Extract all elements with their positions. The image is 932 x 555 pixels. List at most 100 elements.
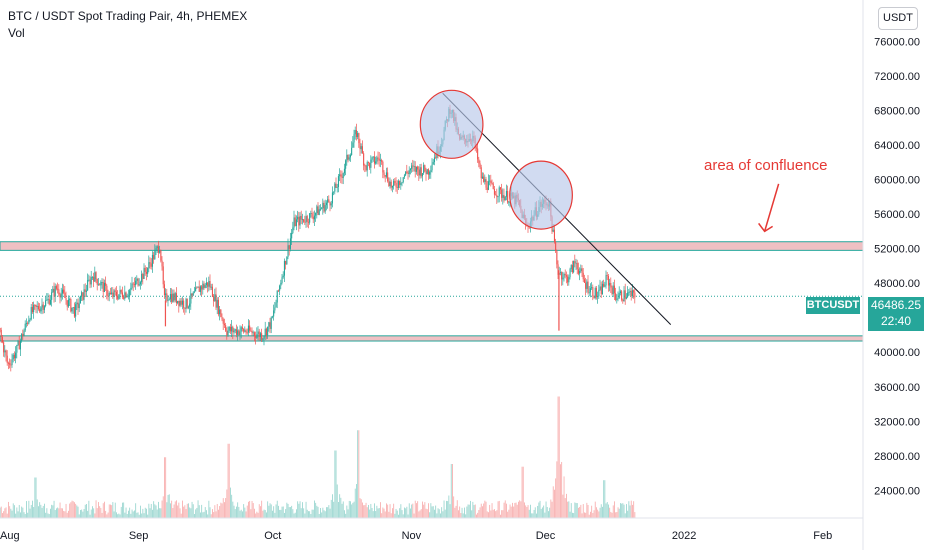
volume-bar <box>117 514 118 518</box>
candle-body <box>562 278 563 280</box>
candle-body <box>84 289 85 300</box>
candle-body <box>410 169 411 170</box>
candle-body <box>292 228 293 233</box>
candle-body <box>241 327 242 331</box>
candle-body <box>188 307 189 308</box>
x-tick-label: Feb <box>813 530 832 542</box>
volume-bar <box>14 505 15 518</box>
volume-bar <box>463 513 464 518</box>
volume-bar <box>481 504 482 518</box>
volume-bar <box>406 507 407 518</box>
volume-bar <box>531 513 532 518</box>
candle-body <box>380 160 381 161</box>
volume-bar <box>404 508 405 518</box>
arrow-shaft <box>765 184 779 231</box>
volume-bar <box>470 501 471 518</box>
volume-bar <box>33 507 34 518</box>
volume-bar <box>182 501 183 518</box>
candle-body <box>247 332 248 333</box>
volume-bar <box>333 502 334 518</box>
volume-bar <box>192 502 193 518</box>
volume-bar <box>544 513 545 518</box>
candle-body <box>477 148 478 159</box>
candle-body <box>573 261 574 272</box>
candle-body <box>51 292 52 300</box>
volume-bar <box>270 503 271 518</box>
volume-bar <box>381 513 382 518</box>
volume-bar <box>124 513 125 518</box>
y-tick-label: 68000.00 <box>874 106 920 118</box>
sr-zone <box>0 242 863 251</box>
volume-bar <box>307 510 308 518</box>
candle-body <box>74 307 75 316</box>
volume-bar <box>438 508 439 518</box>
volume-bar <box>230 488 231 518</box>
currency-unit-button[interactable]: USDT <box>878 7 918 30</box>
volume-bar <box>466 507 467 518</box>
y-tick-label: 48000.00 <box>874 278 920 290</box>
candle-body <box>232 327 233 332</box>
volume-bar <box>306 502 307 518</box>
volume-bar <box>412 504 413 518</box>
volume-bar <box>84 509 85 518</box>
volume-bar <box>495 511 496 518</box>
candle-body <box>123 297 124 299</box>
candle-body <box>187 299 188 308</box>
candle-body <box>429 172 430 175</box>
candle-body <box>4 350 5 352</box>
volume-bar <box>73 501 74 518</box>
candle-body <box>27 323 28 324</box>
candle-body <box>321 208 322 209</box>
candle-body <box>346 155 347 160</box>
candle-body <box>584 279 585 282</box>
candle-body <box>154 251 155 260</box>
candle-body <box>376 157 377 161</box>
candle-body <box>255 336 256 338</box>
volume-bar <box>564 476 565 518</box>
volume-bar <box>198 500 199 518</box>
volume-bar <box>536 514 537 518</box>
candle-body <box>14 355 15 358</box>
candle-body <box>193 292 194 295</box>
volume-bar <box>172 508 173 518</box>
volume-bar <box>174 505 175 518</box>
candle-body <box>15 353 16 359</box>
candle-body <box>412 165 413 166</box>
volume-bar <box>246 511 247 518</box>
volume-bar <box>301 508 302 518</box>
volume-bar <box>92 506 93 518</box>
volume-bar <box>518 502 519 518</box>
candle-body <box>102 282 103 283</box>
candle-body <box>44 306 45 310</box>
candle-body <box>94 272 95 281</box>
volume-bar <box>207 514 208 518</box>
volume-bar <box>372 508 373 518</box>
candle-body <box>603 284 604 287</box>
volume-bar <box>460 513 461 518</box>
sr-zone <box>0 336 863 341</box>
volume-bar <box>178 503 179 518</box>
candle-body <box>283 276 284 278</box>
volume-bar <box>170 503 171 518</box>
volume-bar <box>620 503 621 518</box>
candle-body <box>157 246 158 248</box>
volume-bar <box>159 508 160 518</box>
candle-body <box>481 167 482 178</box>
volume-bar <box>494 509 495 518</box>
volume-bar <box>346 506 347 518</box>
volume-bar <box>57 508 58 518</box>
candle-body <box>597 296 598 297</box>
candle-body <box>624 290 625 301</box>
volume-bar <box>374 503 375 518</box>
candle-body <box>291 233 292 238</box>
volume-indicator-label[interactable]: Vol <box>8 25 247 42</box>
volume-bar <box>300 501 301 518</box>
candle-body <box>20 341 21 350</box>
candle-body <box>608 276 609 286</box>
volume-bar <box>298 504 299 518</box>
y-tick-label: 24000.00 <box>874 485 920 497</box>
volume-bar <box>319 514 320 518</box>
candle-body <box>117 296 118 299</box>
